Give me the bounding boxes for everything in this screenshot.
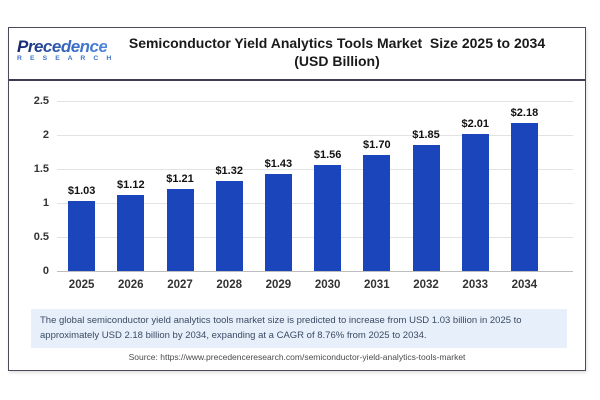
x-axis-tick-label: 2034: [511, 279, 538, 291]
title-block: Semiconductor Yield Analytics Tools Mark…: [109, 34, 565, 70]
bar-group: $1.12: [106, 101, 155, 271]
bar-value-label: $1.32: [215, 165, 243, 178]
logo-wordmark: Precedence: [17, 37, 108, 56]
bar-value-label: $1.70: [363, 139, 391, 152]
bar-group: $2.01: [451, 101, 500, 271]
y-axis-tick-label: 2.5: [33, 95, 49, 107]
bar-group: $1.21: [155, 101, 204, 271]
bar: [510, 122, 538, 271]
bar: [314, 164, 342, 271]
bar-group: $1.70: [352, 101, 401, 271]
y-axis-tick-label: 0: [42, 265, 49, 277]
y-axis-tick-label: 1: [42, 197, 49, 209]
bar-value-label: $1.03: [67, 185, 96, 197]
bar: [215, 181, 243, 271]
x-axis-tick-label: 2026: [118, 279, 144, 291]
chart-header: Precedence R E S E A R C H Semiconductor…: [9, 28, 585, 81]
bar: [412, 145, 440, 271]
precedence-logo: Precedence R E S E A R C H: [17, 37, 115, 63]
y-axis-tick-label: 2: [42, 129, 49, 141]
bar-value-label: $2.01: [461, 118, 489, 131]
bar-group: $1.03: [57, 101, 106, 271]
bar-group: $2.18: [500, 101, 549, 271]
y-axis-tick-label: 1.5: [33, 163, 49, 175]
bar-group: $1.43: [254, 101, 303, 271]
bar-group: $1.85: [401, 101, 450, 271]
chart-title: Semiconductor Yield Analytics Tools Mark…: [128, 35, 546, 51]
bar-value-label: $1.21: [166, 172, 194, 185]
bar-group: $1.56: [303, 101, 352, 271]
y-axis-tick-label: 0.5: [33, 231, 49, 243]
gridline: [57, 101, 573, 102]
y-axis: 0 0.5 1 1.5 2 2.5: [9, 95, 49, 277]
bar: [117, 194, 145, 271]
gridline: [57, 135, 573, 136]
summary-note: The global semiconductor yield analytics…: [31, 309, 567, 349]
bar-value-label: $2.18: [510, 106, 539, 119]
bar-group: $1.32: [205, 101, 254, 271]
x-axis-line: [57, 271, 573, 272]
bar-value-label: $1.85: [412, 129, 440, 142]
bar-value-label: $1.56: [313, 148, 342, 161]
x-axis-tick-label: 2031: [364, 279, 390, 291]
bar: [461, 134, 489, 271]
bar: [363, 155, 391, 271]
x-axis-tick-label: 2033: [462, 279, 489, 291]
x-axis-tick-label: 2028: [216, 279, 242, 291]
x-axis-tick-label: 2027: [167, 279, 193, 291]
bar-value-label: $1.12: [117, 178, 145, 191]
x-axis-tick-label: 2029: [265, 279, 292, 291]
x-axis-tick-label: 2030: [314, 279, 341, 291]
source-text: Source: https://www.precedenceresearch.c…: [128, 352, 466, 362]
chart-subtitle: (USD Billion): [294, 53, 380, 69]
bar-value-label: $1.43: [264, 157, 293, 170]
bar: [264, 173, 292, 271]
bar-series: $1.03 $1.12 $1.21 $1.32 $1.43 $1.56 $1.70 $1.85…: [57, 101, 549, 271]
logo-subtitle: R E S E A R C H: [17, 55, 115, 62]
bar: [68, 201, 96, 271]
bar: [166, 188, 194, 271]
x-axis-tick-label: 2025: [68, 279, 95, 291]
x-axis-tick-label: 2032: [413, 279, 439, 291]
chart-frame: Precedence R E S E A R C H Semiconductor…: [8, 27, 586, 371]
x-axis-labels: 2025 2026 2027 2028 2029 2030 2031 2032 2033 2034: [57, 279, 549, 291]
